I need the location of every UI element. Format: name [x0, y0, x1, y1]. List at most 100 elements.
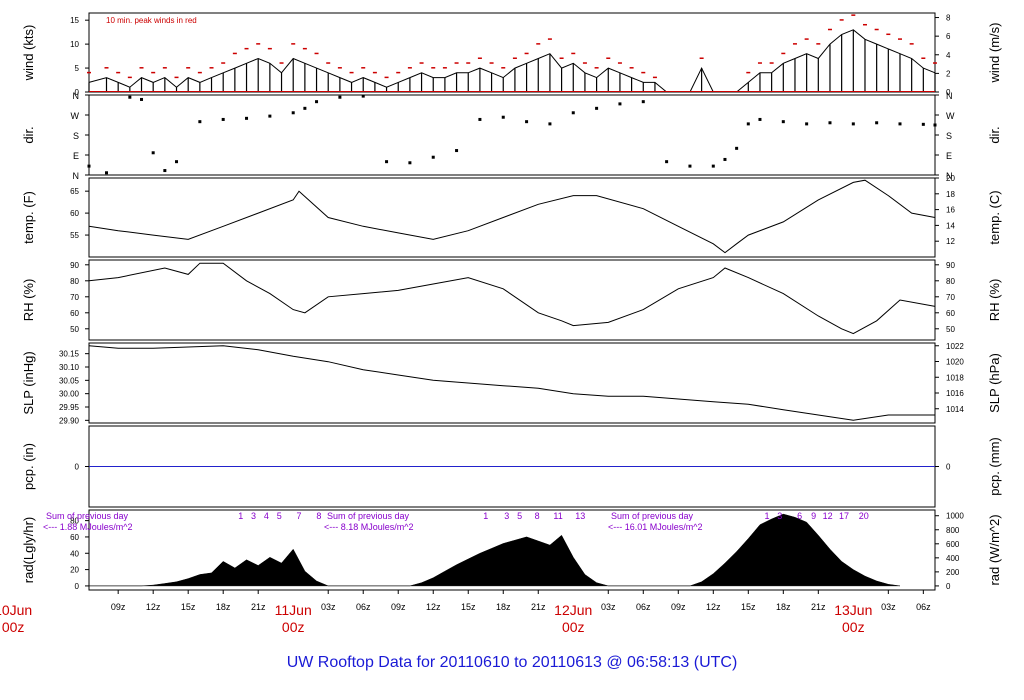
- panel-frame: [88, 94, 936, 176]
- y-tick-label-left: 65: [70, 187, 79, 196]
- y-axis-label-right: RH (%): [987, 279, 1002, 322]
- wind-peak-mark: [839, 19, 844, 21]
- wind-peak-mark: [151, 71, 156, 74]
- dir-point: [933, 123, 937, 127]
- y-tick-label-right: 0: [946, 582, 951, 591]
- y-tick-label-left: 0: [75, 88, 80, 97]
- wind-peak-mark: [267, 47, 272, 50]
- hour-marker: 1: [483, 511, 488, 521]
- wind-peak-mark: [757, 62, 762, 64]
- wind-peak-mark: [291, 43, 296, 45]
- dir-point: [338, 95, 342, 99]
- wind-peak-mark: [372, 71, 377, 74]
- y-tick-label-left: 30.00: [59, 390, 80, 399]
- x-tick-label: 12z: [146, 602, 161, 612]
- y-tick-label-right: 80: [946, 277, 955, 286]
- y-tick-label-left: 5: [75, 64, 80, 73]
- dir-point: [501, 115, 505, 119]
- panel-frame: [88, 509, 936, 591]
- x-tick-label: 12z: [706, 602, 721, 612]
- hour-marker: 13: [575, 511, 585, 521]
- y-tick-label-right: 4: [946, 51, 951, 60]
- x-tick-label: 21z: [251, 602, 266, 612]
- panel-frame: [88, 12, 936, 93]
- wind-peak-mark: [629, 67, 634, 69]
- panel-slp: SLP (inHg) SLP (hPa) 29.90 29.95 30.00 30.05 3…: [21, 342, 1002, 426]
- wind-peak-mark: [384, 76, 389, 79]
- hour-marker: 3: [251, 511, 256, 521]
- date-label-day: 11Jun: [275, 602, 312, 618]
- daily-sum-title: Sum of previous day: [327, 511, 410, 521]
- x-tick-label: 06z: [356, 602, 371, 612]
- wind-peak-mark: [501, 67, 506, 69]
- wind-peak-mark: [746, 71, 751, 74]
- dir-point: [315, 100, 319, 104]
- wind-peak-mark: [197, 71, 202, 74]
- dir-point: [303, 106, 307, 110]
- y-tick-label-left: 60: [70, 533, 79, 542]
- y-tick-label-left: W: [71, 111, 80, 121]
- wind-peak-mark: [909, 43, 914, 45]
- hour-marker: 1: [238, 511, 243, 521]
- y-axis-label-left: RH (%): [21, 279, 36, 322]
- hour-marker: 8: [535, 511, 540, 521]
- dir-point: [198, 120, 202, 124]
- wind-peak-mark: [512, 57, 517, 59]
- y-tick-label-left: N: [73, 171, 80, 181]
- wind-peak-mark: [442, 67, 447, 69]
- dir-point: [87, 164, 91, 168]
- x-tick-label: 09z: [671, 602, 686, 612]
- wind-peak-mark: [221, 62, 226, 64]
- x-tick-label: 03z: [881, 602, 896, 612]
- wind-peak-mark: [127, 76, 132, 79]
- dir-point: [163, 169, 167, 173]
- dir-point: [268, 114, 272, 118]
- y-tick-label-right: 12: [946, 237, 955, 246]
- wind-peak-mark: [781, 52, 786, 55]
- x-tick-label: 09z: [391, 602, 406, 612]
- y-tick-label-left: 80: [70, 277, 79, 286]
- wind-peak-mark: [769, 62, 774, 64]
- wind-peak-mark: [594, 67, 599, 69]
- y-tick-label-right: 0: [946, 463, 951, 472]
- dir-point: [478, 117, 482, 121]
- hour-marker: 20: [859, 511, 869, 521]
- wind-peak-mark: [582, 62, 587, 64]
- y-axis-label-left: temp. (F): [21, 191, 36, 244]
- daily-sum-value: <--- 16.01 MJoules/m^2: [608, 522, 703, 532]
- y-axis-label-right: dir.: [987, 126, 1002, 143]
- wind-peak-mark: [256, 43, 261, 45]
- wind-peak-mark: [454, 62, 459, 64]
- wind-peak-mark: [641, 71, 646, 74]
- wind-peak-mark: [116, 71, 121, 74]
- y-tick-label-left: 30.05: [59, 376, 80, 385]
- x-tick-label: 06z: [916, 602, 931, 612]
- y-tick-label-right: 1000: [946, 512, 964, 521]
- dir-point: [455, 149, 459, 153]
- x-tick-label: 03z: [601, 602, 616, 612]
- dir-point: [175, 160, 179, 164]
- hour-marker: 12: [823, 511, 833, 521]
- wind-peak-mark: [606, 57, 611, 59]
- y-tick-label-right: 200: [946, 568, 960, 577]
- dir-point: [711, 164, 715, 168]
- y-tick-label-right: 18: [946, 190, 955, 199]
- hour-marker: 11: [553, 511, 562, 521]
- x-tick-label: 12z: [426, 602, 441, 612]
- dir-point: [688, 164, 692, 168]
- y-tick-label-right: 0: [946, 88, 951, 97]
- y-tick-label-right: 20: [946, 174, 955, 183]
- y-tick-label-right: 60: [946, 309, 955, 318]
- dir-point: [221, 117, 225, 121]
- y-axis-label-right: rad (W/m^2): [987, 514, 1002, 585]
- wind-peak-mark: [547, 38, 552, 40]
- dir-point: [151, 151, 155, 155]
- hour-marker: 6: [797, 511, 802, 521]
- panel-rad: rad(Lgly/hr) rad (W/m^2)02040608002004006…: [21, 509, 1002, 591]
- panel-temp: temp. (F) temp. (C) 55 60 65 12 14 16 18 20: [21, 174, 1002, 258]
- wind-peak-mark: [174, 76, 179, 79]
- x-tick-label: 18z: [216, 602, 231, 612]
- daily-sum-title: Sum of previous day: [611, 511, 694, 521]
- y-tick-label-left: 30.10: [59, 363, 80, 372]
- wind-peak-mark: [897, 38, 902, 40]
